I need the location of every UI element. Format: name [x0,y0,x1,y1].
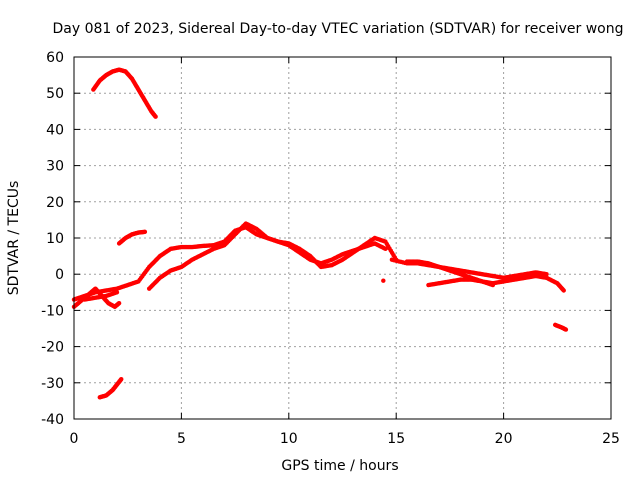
x-tick-labels: 0 5 10 15 20 25 [70,431,620,447]
y-tick-label: -10 [41,303,64,319]
series-arc-late-c [404,259,496,288]
series-arc-high [91,67,158,119]
x-tick-label: 25 [602,431,620,447]
data-point [116,300,122,306]
data-point [544,272,549,277]
series-arc-mid-short [116,229,148,246]
y-tick-label: 50 [46,86,64,102]
x-tick-label: 0 [70,431,79,447]
data-point [561,288,566,293]
data-point [153,114,158,119]
x-tick-label: 15 [387,431,405,447]
x-tick-label: 5 [177,431,186,447]
y-tick-label: -20 [41,340,64,356]
series-arc-low [97,376,124,400]
y-tick-label: -30 [41,376,64,392]
data-point [563,327,569,332]
data-points [71,67,569,400]
series-dot-14 [381,278,386,283]
y-tick-labels: -40 -30 -20 -10 0 10 20 30 40 50 60 [41,50,64,428]
grid-lines [74,57,611,419]
axis-ticks [73,56,612,420]
series-arc-late-low [552,322,569,332]
series-arc-side-tail [82,290,120,302]
y-tick-label: 20 [46,195,64,211]
y-tick-label: 0 [55,267,64,283]
y-tick-label: 40 [46,122,64,138]
x-axis-label: GPS time / hours [281,458,398,474]
data-point [119,376,124,382]
x-tick-label: 10 [280,431,298,447]
y-tick-label: -40 [41,412,64,428]
data-point [381,278,386,283]
x-tick-label: 20 [495,431,513,447]
data-point [114,290,120,295]
data-point [490,282,496,288]
series-arc-early-c [146,221,399,291]
data-point [383,246,388,252]
y-tick-label: 10 [46,231,64,247]
data-point [142,229,148,235]
chart-title: Day 081 of 2023, Sidereal Day-to-day VTE… [53,21,624,37]
y-tick-label: 30 [46,159,64,175]
y-axis-label: SDTVAR / TECUs [6,181,22,296]
y-tick-label: 60 [46,50,64,66]
